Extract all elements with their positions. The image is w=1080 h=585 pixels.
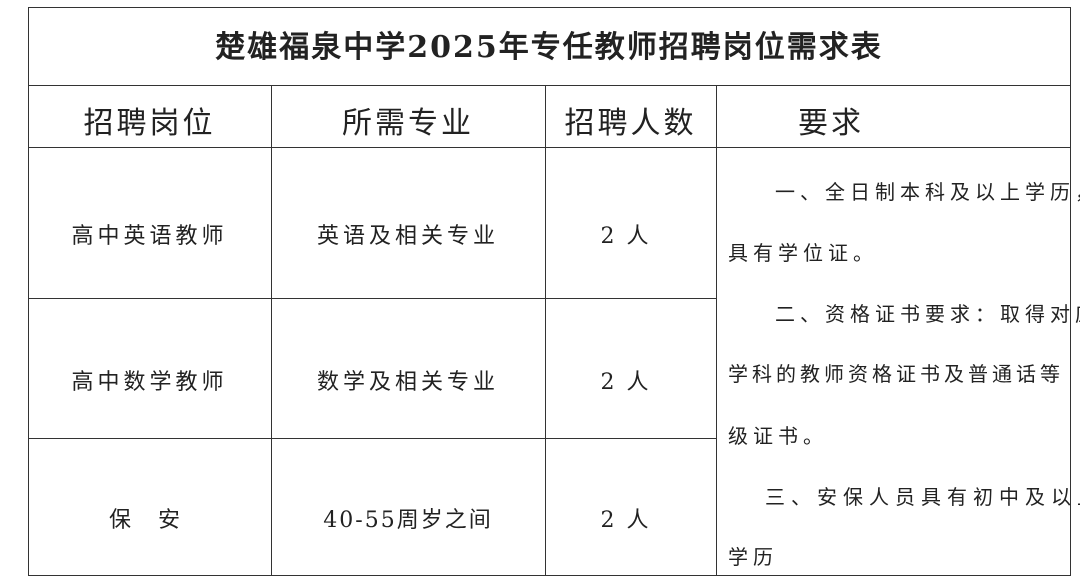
header-count: 招聘人数 bbox=[564, 106, 697, 141]
col-divider-3 bbox=[716, 85, 717, 576]
row2-major: 数学及相关专业 bbox=[316, 370, 499, 395]
requirement-line-2: 具有学位证。 bbox=[728, 241, 878, 265]
requirement-line-1: 一、全日制本科及以上学历， bbox=[775, 180, 1080, 204]
border-top bbox=[28, 7, 1071, 8]
requirement-line-7: 学历 bbox=[728, 545, 778, 569]
requirement-line-3: 二、资格证书要求：取得对应 bbox=[775, 302, 1080, 326]
border-right bbox=[1070, 7, 1071, 576]
border-header-bottom bbox=[28, 147, 1071, 148]
header-position: 招聘岗位 bbox=[83, 106, 216, 141]
row2-position: 高中数学教师 bbox=[71, 370, 228, 395]
header-requirements: 要求 bbox=[798, 106, 864, 141]
border-left bbox=[28, 7, 29, 576]
row1-count: 2人 bbox=[600, 224, 661, 249]
row1-major: 英语及相关专业 bbox=[316, 224, 499, 249]
col-divider-2 bbox=[545, 85, 546, 576]
requirement-line-5: 级证书。 bbox=[728, 424, 828, 448]
header-major: 所需专业 bbox=[342, 106, 474, 141]
row1-position: 高中英语教师 bbox=[71, 224, 228, 249]
border-row1-bottom bbox=[28, 298, 716, 299]
row3-count: 2人 bbox=[600, 508, 661, 533]
border-bottom bbox=[28, 575, 1071, 576]
border-row2-bottom bbox=[28, 438, 716, 439]
requirement-line-6: 三、安保人员具有初中及以上 bbox=[765, 485, 1080, 509]
table-title: 楚雄福泉中学2025年专任教师招聘岗位需求表 bbox=[215, 30, 883, 65]
col-divider-1 bbox=[271, 85, 272, 576]
requirement-line-4: 学科的教师资格证书及普通话等 bbox=[728, 362, 1064, 386]
row3-major: 40-55周岁之间 bbox=[323, 508, 493, 533]
row3-position: 保 安 bbox=[109, 508, 190, 533]
row2-count: 2人 bbox=[600, 370, 661, 395]
border-title-bottom bbox=[28, 85, 1071, 86]
